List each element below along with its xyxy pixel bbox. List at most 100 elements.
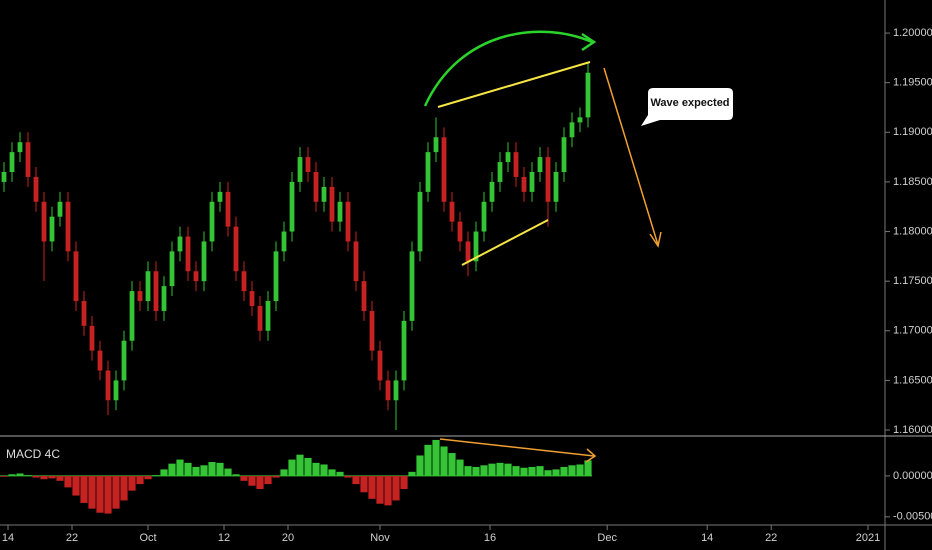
histogram-bar bbox=[344, 475, 352, 478]
candle-body bbox=[265, 301, 271, 331]
candle-body bbox=[537, 157, 543, 172]
candle-body bbox=[121, 340, 127, 381]
candle-body bbox=[249, 291, 255, 306]
candle-body bbox=[321, 186, 327, 202]
candle-body bbox=[545, 157, 551, 202]
histogram-bar bbox=[72, 475, 80, 496]
candle-body bbox=[233, 226, 239, 272]
y-tick-label: 1.17000 bbox=[893, 325, 932, 337]
y-tick-label: 0.00000 bbox=[893, 470, 932, 482]
histogram-bar bbox=[392, 475, 400, 501]
candle-body bbox=[585, 72, 591, 118]
histogram-bar bbox=[584, 460, 592, 476]
histogram-bar bbox=[544, 470, 552, 476]
histogram-bar bbox=[8, 474, 16, 476]
candle-body bbox=[153, 271, 159, 311]
histogram-bar bbox=[576, 464, 584, 476]
histogram-bar bbox=[456, 459, 464, 476]
histogram-bar bbox=[464, 466, 472, 476]
histogram-bar bbox=[224, 468, 232, 476]
histogram-bar bbox=[192, 466, 200, 476]
candle-body bbox=[281, 231, 287, 252]
histogram-bar bbox=[112, 475, 120, 509]
upper-trendline bbox=[437, 61, 591, 108]
histogram-bar bbox=[160, 469, 168, 476]
histogram-bar bbox=[496, 462, 504, 476]
candle-body bbox=[401, 320, 407, 381]
histogram-bar bbox=[288, 459, 296, 476]
candle-body bbox=[137, 291, 143, 302]
histogram-bar bbox=[304, 457, 312, 476]
x-tick-label: Dec bbox=[597, 532, 617, 544]
candle-body bbox=[409, 251, 415, 321]
y-tick-label: 1.17500 bbox=[893, 275, 932, 287]
candle-body bbox=[185, 236, 191, 272]
histogram-bar bbox=[504, 463, 512, 476]
histogram-bar bbox=[560, 466, 568, 476]
y-tick-label: 1.18000 bbox=[893, 225, 932, 237]
candle-body bbox=[361, 281, 367, 311]
histogram-bar bbox=[64, 475, 72, 488]
histogram-bar bbox=[336, 471, 344, 476]
candle-body bbox=[289, 181, 295, 232]
histogram-bar bbox=[320, 464, 328, 476]
x-tick-label: 2021 bbox=[856, 532, 880, 544]
y-tick-label: -0.00500 bbox=[893, 511, 932, 523]
candle-body bbox=[273, 251, 279, 302]
candle-body bbox=[257, 305, 263, 331]
candle-body bbox=[57, 201, 63, 217]
histogram-bar bbox=[144, 475, 152, 480]
histogram-bar bbox=[568, 465, 576, 476]
candle-body bbox=[489, 181, 495, 202]
green-arc bbox=[423, 30, 593, 107]
histogram-bar bbox=[96, 475, 104, 513]
green-arrowhead bbox=[581, 32, 597, 52]
histogram-bar bbox=[424, 444, 432, 476]
candle-body bbox=[353, 241, 359, 282]
candle-body bbox=[449, 201, 455, 222]
histogram-bar bbox=[368, 475, 376, 499]
histogram-bar bbox=[40, 475, 48, 480]
histogram-bar bbox=[240, 475, 248, 481]
candle-body bbox=[105, 370, 111, 401]
histogram-bar bbox=[280, 469, 288, 476]
histogram-bar bbox=[104, 475, 112, 514]
x-tick-label: Nov bbox=[370, 532, 390, 544]
x-tick-label: 12 bbox=[218, 532, 230, 544]
candle-body bbox=[305, 157, 311, 172]
candle-body bbox=[385, 380, 391, 401]
candle-body bbox=[569, 122, 575, 138]
histogram-bar bbox=[432, 439, 440, 476]
x-tick-label: 22 bbox=[765, 532, 777, 544]
candle-body bbox=[505, 152, 511, 163]
histogram-bar bbox=[88, 475, 96, 509]
candle-body bbox=[241, 271, 247, 292]
candle-body bbox=[129, 291, 135, 341]
candle-body bbox=[457, 221, 463, 242]
histogram-bar bbox=[184, 462, 192, 476]
candle-body bbox=[529, 171, 535, 192]
candle-body bbox=[113, 380, 119, 401]
histogram-bar bbox=[248, 475, 256, 486]
candle-body bbox=[553, 171, 559, 202]
indicator-title: MACD 4C bbox=[6, 447, 60, 461]
candle-body bbox=[217, 191, 223, 202]
histogram-bar bbox=[80, 475, 88, 503]
candle-body bbox=[577, 117, 583, 123]
x-tick-label: 22 bbox=[66, 532, 78, 544]
candle-body bbox=[329, 186, 335, 222]
histogram-bar bbox=[16, 473, 24, 476]
candle-body bbox=[297, 157, 303, 182]
candle-body bbox=[49, 216, 55, 242]
candle-body bbox=[9, 152, 15, 172]
x-tick-label: 20 bbox=[282, 532, 294, 544]
candle-body bbox=[393, 380, 399, 401]
histogram-bar bbox=[440, 446, 448, 476]
candle-body bbox=[25, 142, 31, 177]
marks bbox=[0, 32, 890, 530]
candle-body bbox=[473, 231, 479, 262]
orange-arrowhead bbox=[649, 231, 662, 248]
histogram-bar bbox=[200, 465, 208, 476]
histogram-bar bbox=[24, 475, 32, 476]
candle-body bbox=[441, 137, 447, 202]
